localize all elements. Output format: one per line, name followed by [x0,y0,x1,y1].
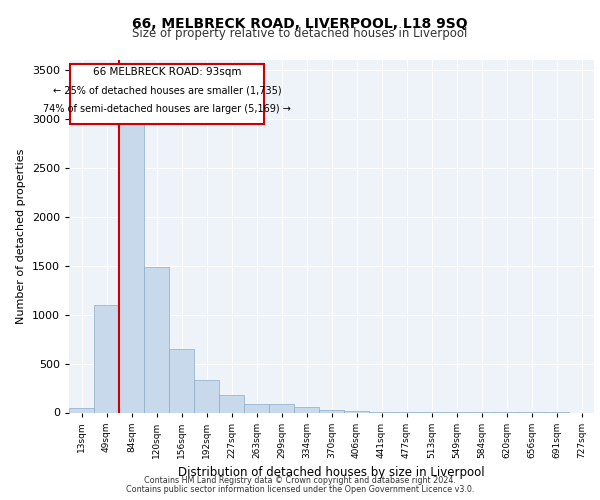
Bar [94,305,119,412]
Text: 74% of semi-detached houses are larger (5,169) →: 74% of semi-detached houses are larger (… [43,104,291,114]
Bar [70,64,264,124]
Text: 66 MELBRECK ROAD: 93sqm: 66 MELBRECK ROAD: 93sqm [93,67,241,77]
Bar [144,266,169,412]
Y-axis label: Number of detached properties: Number of detached properties [16,148,26,324]
Bar [319,410,344,412]
Bar [119,74,144,412]
Bar [219,396,244,412]
Bar [169,350,194,412]
Text: 66, MELBRECK ROAD, LIVERPOOL, L18 9SQ: 66, MELBRECK ROAD, LIVERPOOL, L18 9SQ [132,18,468,32]
Text: Contains HM Land Registry data © Crown copyright and database right 2024.: Contains HM Land Registry data © Crown c… [144,476,456,485]
X-axis label: Distribution of detached houses by size in Liverpool: Distribution of detached houses by size … [178,466,485,479]
Bar [344,411,369,412]
Bar [294,408,319,412]
Text: Size of property relative to detached houses in Liverpool: Size of property relative to detached ho… [133,28,467,40]
Bar [244,404,269,412]
Bar [269,404,294,412]
Bar [194,380,219,412]
Text: Contains public sector information licensed under the Open Government Licence v3: Contains public sector information licen… [126,484,474,494]
Text: ← 25% of detached houses are smaller (1,735): ← 25% of detached houses are smaller (1,… [53,86,281,96]
Bar [69,408,94,412]
